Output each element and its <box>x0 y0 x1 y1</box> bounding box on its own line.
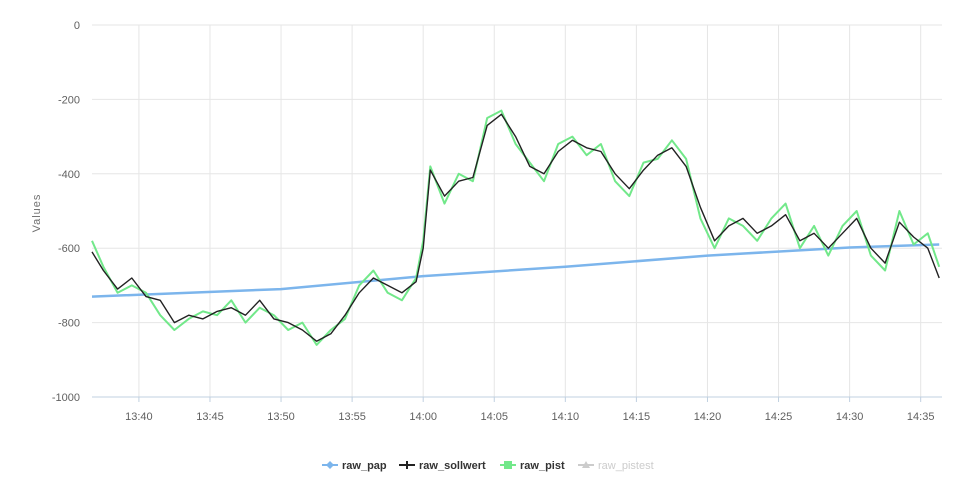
x-gridlines <box>138 25 922 402</box>
x-tick-label: 13:40 <box>125 411 153 423</box>
y-tick-labels: 0 -200 -400 -600 -800 -1000 <box>52 20 80 404</box>
x-tick-label: 14:10 <box>552 411 580 423</box>
x-tick-label: 13:45 <box>196 411 224 423</box>
x-tick-label: 14:30 <box>836 411 864 423</box>
y-axis-title: Values <box>31 194 43 233</box>
y-tick-label: -800 <box>58 318 80 330</box>
x-tick-label: 13:50 <box>267 411 295 423</box>
x-tick-label: 14:35 <box>907 411 935 423</box>
x-tick-label: 14:25 <box>765 411 793 423</box>
series-layer <box>91 109 941 346</box>
legend[interactable]: raw_pap raw_sollwert raw_pist raw_pistest <box>322 460 654 472</box>
legend-label: raw_sollwert <box>419 460 486 472</box>
legend-label: raw_pistest <box>598 460 654 472</box>
triangle-marker-icon <box>582 461 590 468</box>
x-tick-label: 13:55 <box>338 411 366 423</box>
legend-item-raw-sollwert[interactable]: raw_sollwert <box>399 460 486 472</box>
y-gridlines <box>92 24 942 324</box>
legend-label: raw_pap <box>342 460 387 472</box>
square-marker-icon <box>504 461 512 469</box>
series-line-raw-pap[interactable] <box>91 243 940 298</box>
legend-label: raw_pist <box>520 460 565 472</box>
x-tick-label: 14:05 <box>480 411 508 423</box>
legend-item-raw-pap[interactable]: raw_pap <box>322 460 387 472</box>
y-tick-label: -1000 <box>52 392 80 404</box>
x-tick-label: 14:00 <box>409 411 437 423</box>
y-axis-title-group: Values <box>31 194 43 233</box>
x-tick-label: 14:20 <box>694 411 722 423</box>
diamond-marker-icon <box>326 461 334 469</box>
legend-item-raw-pist[interactable]: raw_pist <box>500 460 565 472</box>
y-tick-label: -400 <box>58 169 80 181</box>
x-tick-labels: 13:40 13:45 13:50 13:55 14:00 14:05 14:10 14:15… <box>125 411 934 423</box>
legend-item-raw-pistest[interactable]: raw_pistest <box>578 460 654 472</box>
y-tick-label: -600 <box>58 243 80 255</box>
x-tick-label: 14:15 <box>623 411 651 423</box>
y-tick-label: -200 <box>58 94 80 106</box>
series-line-raw-sollwert[interactable] <box>91 113 940 342</box>
plus-marker-icon <box>403 461 411 469</box>
y-tick-label: 0 <box>74 20 80 32</box>
series-line-raw-pist[interactable] <box>91 109 941 346</box>
